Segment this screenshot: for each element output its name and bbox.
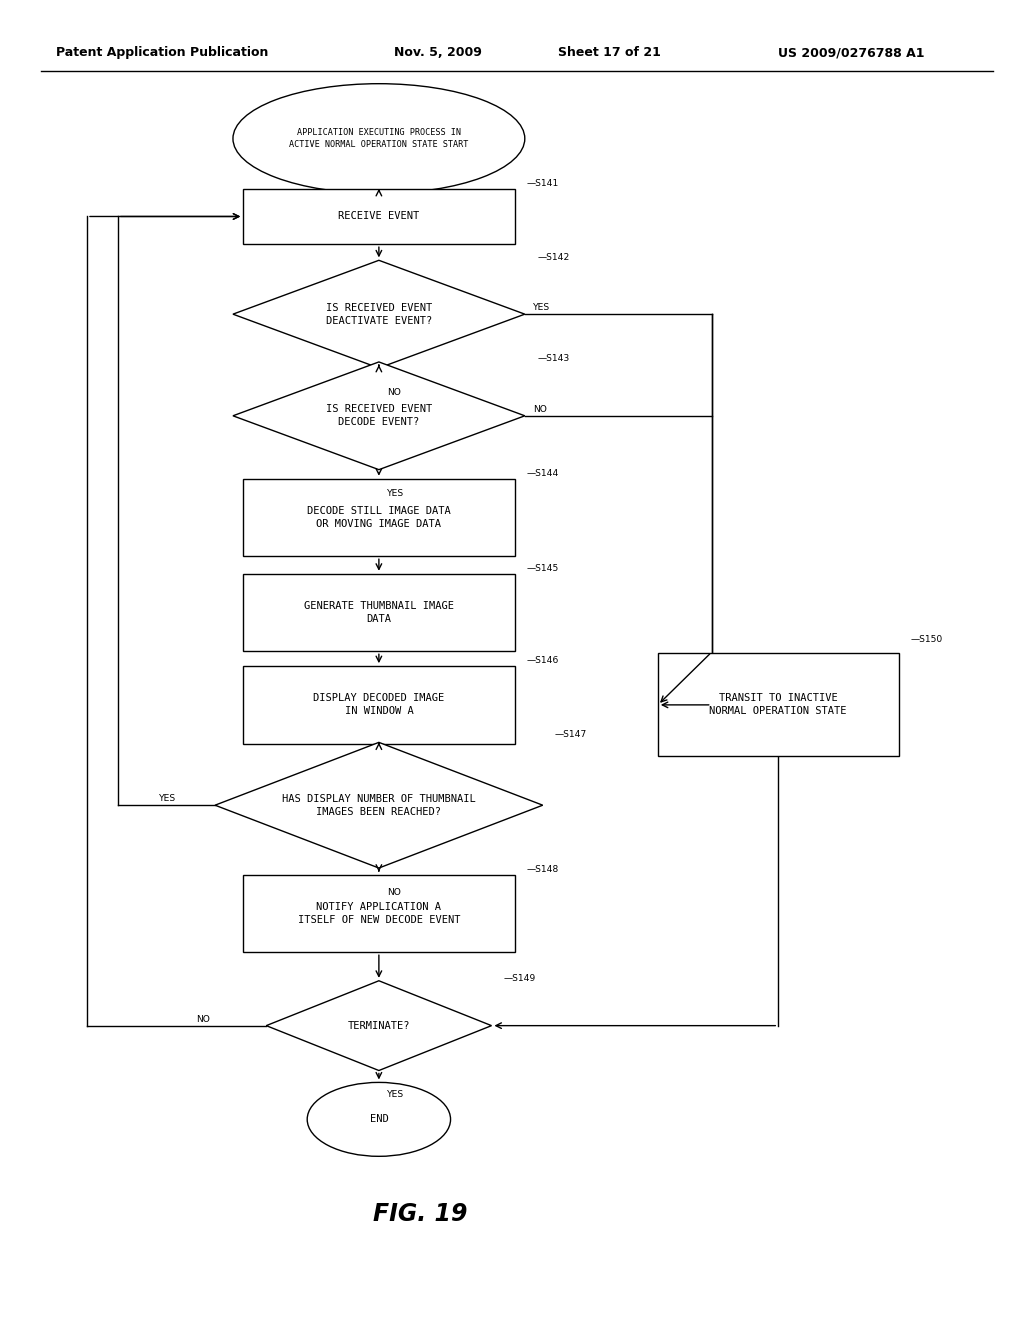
Text: IS RECEIVED EVENT
DECODE EVENT?: IS RECEIVED EVENT DECODE EVENT? [326,404,432,428]
Text: END: END [370,1114,388,1125]
Text: —S142: —S142 [537,252,569,261]
Text: —S141: —S141 [526,178,559,187]
Bar [244,667,514,743]
Bar [658,653,899,756]
Text: RECEIVE EVENT: RECEIVE EVENT [338,211,420,222]
Text: FIG. 19: FIG. 19 [373,1203,467,1226]
Polygon shape [266,981,492,1071]
Text: APPLICATION EXECUTING PROCESS IN
ACTIVE NORMAL OPERATION STATE START: APPLICATION EXECUTING PROCESS IN ACTIVE … [289,128,469,149]
Text: —S150: —S150 [911,635,943,644]
Text: —S143: —S143 [537,354,569,363]
Bar [244,189,514,244]
Text: NO: NO [387,888,401,896]
Bar [244,574,514,651]
Text: DISPLAY DECODED IMAGE
IN WINDOW A: DISPLAY DECODED IMAGE IN WINDOW A [313,693,444,717]
Polygon shape [233,362,524,470]
Text: —S144: —S144 [526,469,559,478]
Text: DECODE STILL IMAGE DATA
OR MOVING IMAGE DATA: DECODE STILL IMAGE DATA OR MOVING IMAGE … [307,506,451,529]
Text: YES: YES [387,490,404,499]
Text: YES: YES [532,304,550,312]
Text: NO: NO [532,405,547,413]
Polygon shape [215,742,543,869]
Text: US 2009/0276788 A1: US 2009/0276788 A1 [778,46,925,59]
Text: —S145: —S145 [526,564,559,573]
Text: —S149: —S149 [504,974,536,982]
Polygon shape [233,260,524,368]
Text: NOTIFY APPLICATION A
ITSELF OF NEW DECODE EVENT: NOTIFY APPLICATION A ITSELF OF NEW DECOD… [298,902,460,925]
Text: NO: NO [196,1015,210,1023]
Text: —S146: —S146 [526,656,559,665]
Bar [244,875,514,952]
Text: —S147: —S147 [555,730,587,739]
Text: TRANSIT TO INACTIVE
NORMAL OPERATION STATE: TRANSIT TO INACTIVE NORMAL OPERATION STA… [710,693,847,717]
Text: Sheet 17 of 21: Sheet 17 of 21 [558,46,660,59]
Text: Nov. 5, 2009: Nov. 5, 2009 [394,46,482,59]
Text: HAS DISPLAY NUMBER OF THUMBNAIL
IMAGES BEEN REACHED?: HAS DISPLAY NUMBER OF THUMBNAIL IMAGES B… [282,793,476,817]
Bar [244,479,514,556]
Text: Patent Application Publication: Patent Application Publication [56,46,268,59]
Ellipse shape [307,1082,451,1156]
Text: NO: NO [387,388,401,397]
Ellipse shape [233,83,524,194]
Text: GENERATE THUMBNAIL IMAGE
DATA: GENERATE THUMBNAIL IMAGE DATA [304,601,454,624]
Text: —S148: —S148 [526,865,559,874]
Text: TERMINATE?: TERMINATE? [347,1020,411,1031]
Text: YES: YES [159,795,176,803]
Text: IS RECEIVED EVENT
DEACTIVATE EVENT?: IS RECEIVED EVENT DEACTIVATE EVENT? [326,302,432,326]
Text: YES: YES [387,1090,404,1100]
